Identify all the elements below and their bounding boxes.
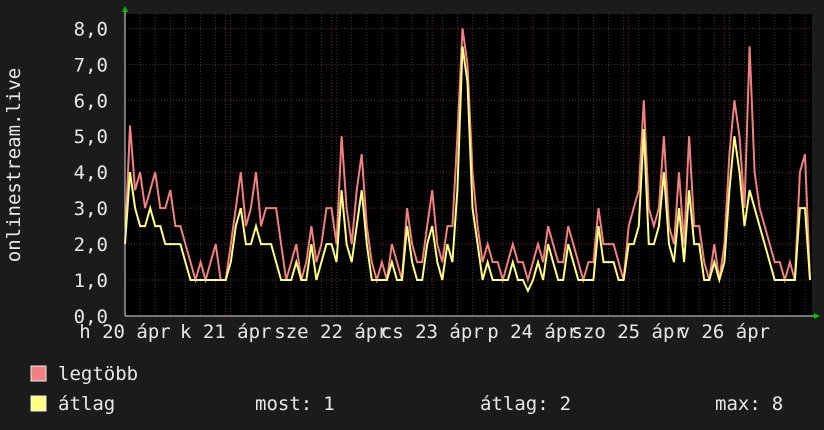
stat-value: 2 <box>560 393 571 415</box>
series-line <box>124 46 811 294</box>
legend: legtöbb átlag most: 1 átlag: 2 max: 8 <box>30 363 783 415</box>
y-axis-label: onlinestream.live <box>3 68 25 262</box>
y-tick-label: 1,0 <box>74 270 108 292</box>
stat-label: max: <box>715 393 761 415</box>
legend-label: legtöbb <box>58 363 138 385</box>
x-arrow <box>814 313 820 319</box>
x-tick-label: v 26 ápr <box>679 321 771 343</box>
marks <box>124 28 811 294</box>
legend-label: átlag <box>58 393 115 415</box>
x-tick-label: cs 23 ápr <box>381 321 484 343</box>
y-tick-label: 6,0 <box>74 90 108 112</box>
legend-swatch <box>30 365 47 382</box>
y-tick-label: 5,0 <box>74 126 108 148</box>
stat-value: 1 <box>323 393 334 415</box>
x-tick-label: p 24 ápr <box>487 321 579 343</box>
y-arrow <box>122 6 128 12</box>
x-tick-label: sze 22 ápr <box>274 321 388 343</box>
y-tick-label: 7,0 <box>74 54 108 76</box>
y-tick-label: 3,0 <box>74 198 108 220</box>
y-tick-label: 4,0 <box>74 162 108 184</box>
series-line <box>124 28 811 284</box>
x-tick-label: k 21 ápr <box>180 321 272 343</box>
x-tick-label: h 20 ápr <box>79 321 171 343</box>
stat-value: 8 <box>772 393 783 415</box>
stat-label: most: <box>255 393 312 415</box>
y-tick-label: 8,0 <box>74 18 108 40</box>
y-tick-label: 2,0 <box>74 234 108 256</box>
legend-swatch <box>30 395 47 412</box>
y-tick-label: 0,0 <box>74 306 108 328</box>
x-tick-label: szo 25 ápr <box>571 321 685 343</box>
stat-label: átlag: <box>480 393 549 415</box>
